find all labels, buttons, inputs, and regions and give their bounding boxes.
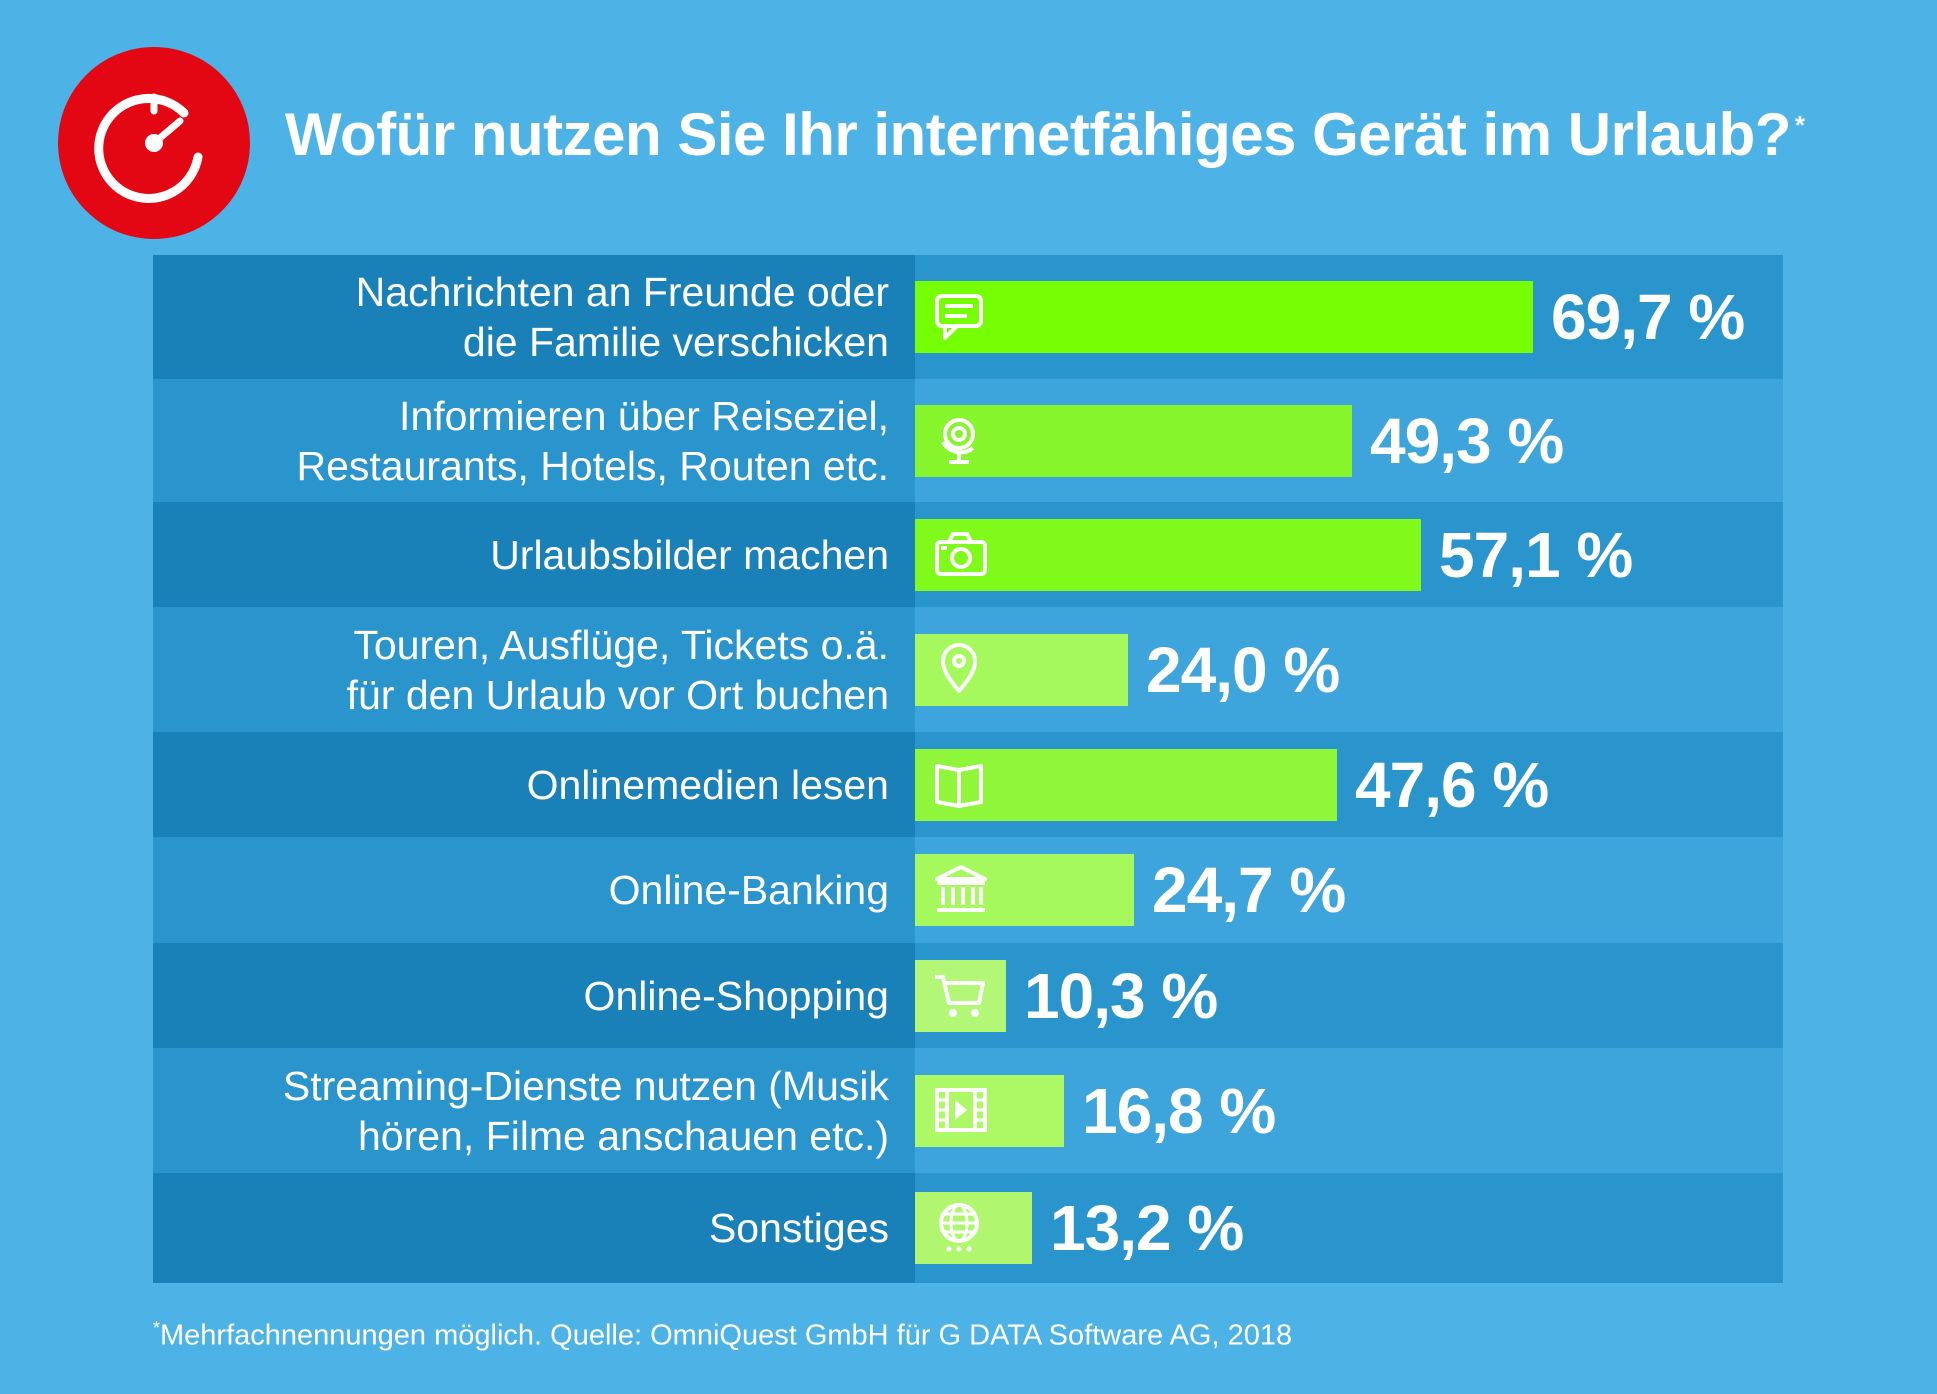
bar xyxy=(915,404,1352,477)
chart-row: Online-Shopping 10,3 % xyxy=(153,943,1783,1048)
category-label: Nachrichten an Freunde oder die Familie … xyxy=(355,269,889,365)
chart-row: Urlaubsbilder machen 57,1 % xyxy=(153,502,1783,607)
speedometer-icon xyxy=(94,93,203,203)
value-label: 69,7 % xyxy=(1551,281,1745,353)
book-icon xyxy=(935,763,983,808)
bar-chart: Nachrichten an Freunde oder die Familie … xyxy=(153,255,1783,1283)
chart-row: Nachrichten an Freunde oder die Familie … xyxy=(153,255,1783,379)
category-label: Streaming-Dienste nutzen (Musik hören, F… xyxy=(282,1062,889,1159)
category-label: Onlinemedien lesen xyxy=(526,761,889,808)
message-icon xyxy=(935,294,983,340)
value-label: 24,7 % xyxy=(1152,854,1346,926)
chart-row: Streaming-Dienste nutzen (Musik hören, F… xyxy=(153,1048,1783,1173)
bar xyxy=(915,518,1421,591)
chart-row: Onlinemedien lesen 47,6 % xyxy=(153,732,1783,837)
value-label: 13,2 % xyxy=(1050,1192,1244,1264)
category-label: Sonstiges xyxy=(708,1205,889,1251)
value-label: 24,0 % xyxy=(1146,633,1340,706)
category-label: Urlaubsbilder machen xyxy=(490,531,889,578)
globe-stand-icon xyxy=(941,417,975,464)
category-label: Informieren über Reiseziel, Restaurants,… xyxy=(296,392,889,489)
value-label: 57,1 % xyxy=(1439,518,1633,591)
globe-icon xyxy=(939,1203,979,1252)
chart-row: Sonstiges 13,2 % xyxy=(153,1173,1783,1283)
camera-icon xyxy=(935,531,987,576)
category-label: Touren, Ausflüge, Tickets o.ä. für den U… xyxy=(346,621,889,718)
category-label: Online-Banking xyxy=(608,867,889,913)
bar xyxy=(915,959,1006,1032)
shopping-cart-icon xyxy=(935,974,985,1017)
location-pin-icon xyxy=(941,642,977,693)
film-icon xyxy=(935,1087,987,1132)
source-footnote: *Mehrfachnennungen möglich. Quelle: Omni… xyxy=(153,1318,1293,1352)
bar xyxy=(915,854,1134,926)
logo xyxy=(58,47,250,239)
category-label: Online-Shopping xyxy=(583,972,889,1019)
value-label: 47,6 % xyxy=(1355,748,1549,821)
bar xyxy=(915,1074,1064,1147)
bar xyxy=(915,633,1128,706)
bar xyxy=(915,1192,1032,1264)
value-label: 10,3 % xyxy=(1024,959,1218,1032)
bank-icon xyxy=(935,865,987,912)
chart-row: Online-Banking 24,7 % xyxy=(153,837,1783,943)
chart-row: Informieren über Reiseziel, Restaurants,… xyxy=(153,379,1783,502)
chart-title: Wofür nutzen Sie Ihr internetfähiges Ger… xyxy=(285,101,1805,168)
value-label: 49,3 % xyxy=(1370,404,1564,477)
bar xyxy=(915,748,1337,821)
bar xyxy=(915,281,1533,353)
chart-row: Touren, Ausflüge, Tickets o.ä. für den U… xyxy=(153,607,1783,732)
value-label: 16,8 % xyxy=(1082,1074,1276,1147)
